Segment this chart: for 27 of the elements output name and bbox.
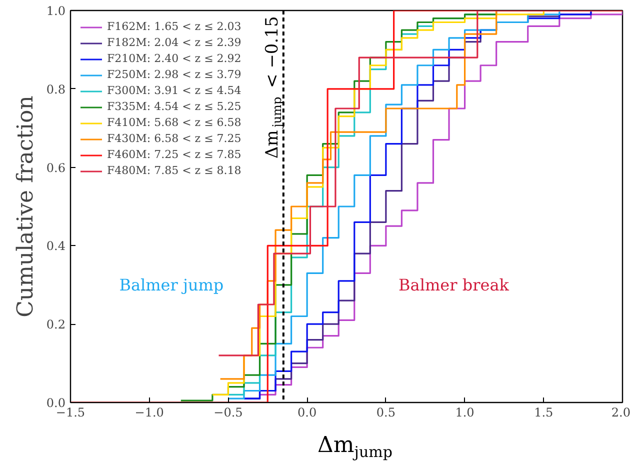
- x-tick-label: 0.5: [376, 406, 396, 420]
- ref-line-label: Δmjump < −0.15: [262, 16, 284, 158]
- x-tick-label: 2.0: [611, 406, 630, 420]
- legend-label: F300M: 3.91 < z ≤ 4.54: [107, 84, 242, 97]
- legend-label: F182M: 2.04 < z ≤ 2.39: [107, 36, 242, 49]
- legend-label: F480M: 7.85 < z ≤ 8.18: [107, 164, 242, 177]
- x-tick-label: −0.5: [214, 406, 243, 420]
- x-tick-label: 0.0: [298, 406, 317, 420]
- y-tick-label: 1.0: [46, 4, 66, 18]
- legend-label: F410M: 5.68 < z ≤ 6.58: [107, 116, 242, 129]
- y-tick-label: 0.8: [46, 82, 66, 96]
- legend-label: F250M: 2.98 < z ≤ 3.79: [107, 68, 242, 81]
- annotation: Balmer break: [398, 275, 510, 294]
- x-tick-label: 1.0: [455, 406, 474, 420]
- legend-label: F162M: 1.65 < z ≤ 2.03: [107, 20, 242, 33]
- y-axis-title: Cumulative fraction: [13, 96, 38, 318]
- legend-label: F210M: 2.40 < z ≤ 2.92: [107, 52, 242, 65]
- annotation: Balmer jump: [119, 275, 224, 294]
- legend-label: F430M: 6.58 < z ≤ 7.25: [107, 132, 242, 145]
- legend-label: F335M: 4.54 < z ≤ 5.25: [107, 100, 242, 113]
- legend-label: F460M: 7.25 < z ≤ 7.85: [107, 148, 242, 161]
- y-tick-label: 0.2: [46, 318, 66, 332]
- y-tick-label: 0.4: [46, 239, 66, 254]
- x-tick-label: 1.5: [534, 406, 554, 420]
- x-axis-title: Δm$_{jump}$: [316, 433, 394, 461]
- x-tick-label: −1.0: [134, 406, 164, 420]
- y-tick-label: 0.6: [46, 160, 66, 175]
